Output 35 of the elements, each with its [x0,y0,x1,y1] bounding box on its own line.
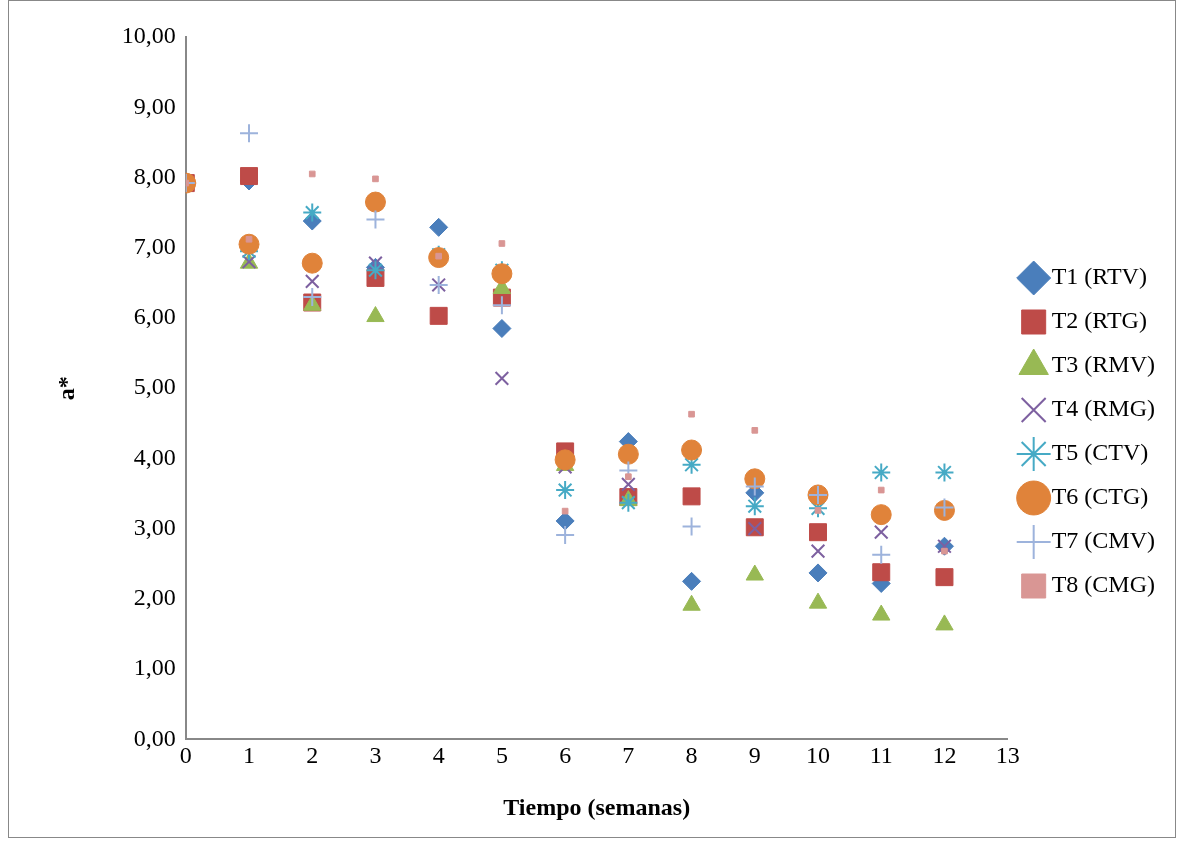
y-tick-label: 4,00 [133,443,176,470]
x-tick-label: 9 [748,742,761,769]
x-tick-label: 5 [495,742,508,769]
x-tick-label: 12 [932,742,957,769]
y-tick-label: 7,00 [133,233,176,260]
y-tick-label: 8,00 [133,162,176,189]
y-tick-label: 3,00 [133,513,176,540]
x-axis-title: Tiempo (semanas) [503,793,691,820]
x-tick-label: 3 [369,742,382,769]
y-tick-label: 1,00 [133,654,176,681]
x-tick-label: 10 [806,742,831,769]
x-tick-label: 4 [432,742,445,769]
y-tick-label: 5,00 [133,373,176,400]
y-tick-label: 9,00 [133,92,176,119]
x-tick-label: 13 [995,742,1020,769]
legend-label: T7 (CMV) [1051,527,1155,554]
legend-label: T1 (RTV) [1051,263,1147,290]
x-tick-label: 11 [869,742,893,769]
legend-label: T5 (CTV) [1051,439,1149,466]
legend-label: T4 (RMG) [1051,395,1155,422]
y-tick-label: 0,00 [133,724,176,751]
legend-label: T3 (RMV) [1051,351,1155,378]
x-tick-label: 0 [179,742,192,769]
x-tick-label: 7 [622,742,635,769]
x-tick-label: 1 [243,742,256,769]
legend-label: T2 (RTG) [1051,307,1147,334]
legend-label: T6 (CTG) [1051,483,1149,510]
x-tick-label: 2 [306,742,319,769]
y-tick-label: 6,00 [133,303,176,330]
y-tick-label: 2,00 [133,584,176,611]
x-tick-label: 6 [559,742,572,769]
x-tick-label: 8 [685,742,698,769]
y-tick-label: 10,00 [121,22,176,49]
legend-label: T8 (CMG) [1051,571,1155,598]
y-axis-title: a* [52,376,79,401]
